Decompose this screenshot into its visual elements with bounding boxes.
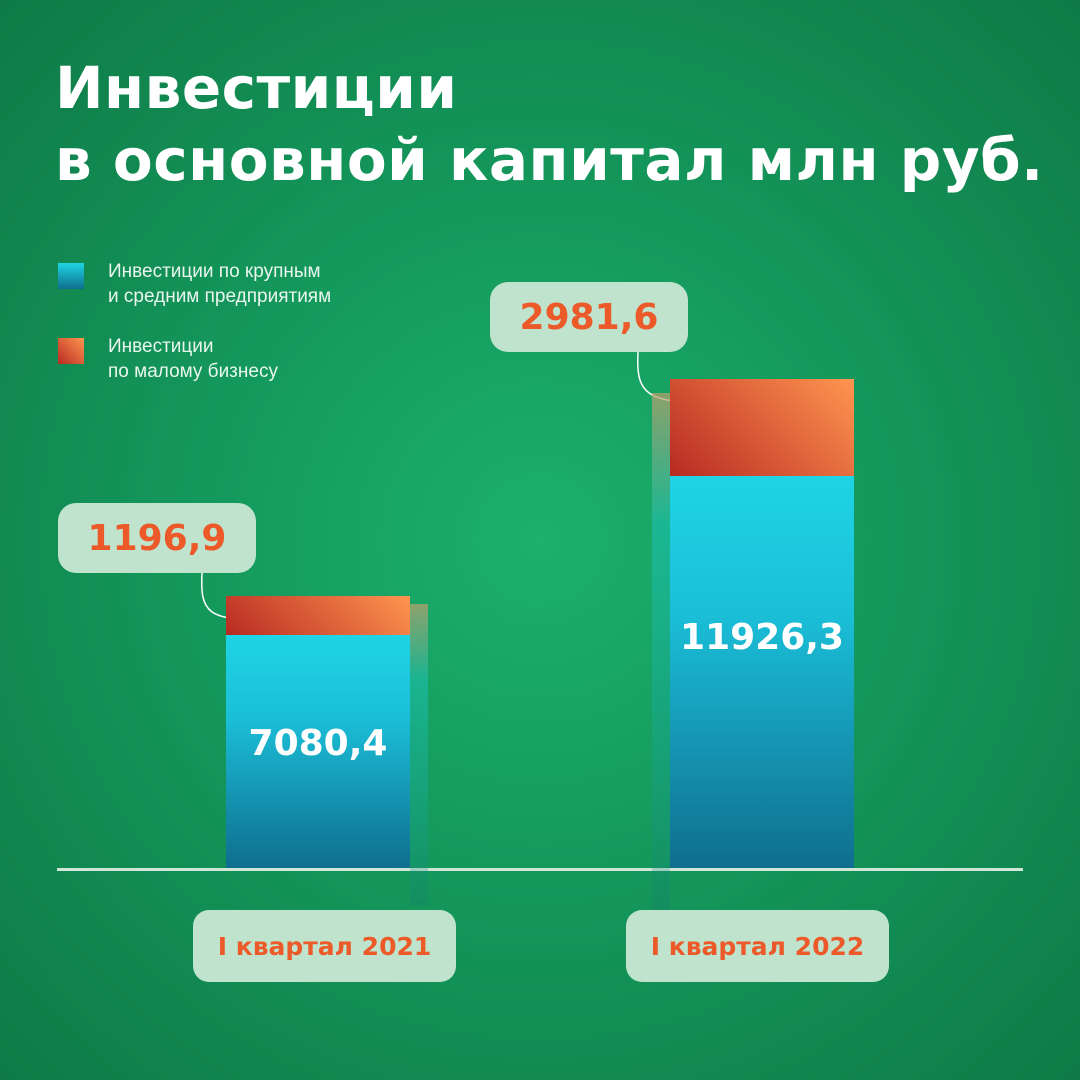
- value-callout-small-1: 1196,9: [58, 503, 256, 573]
- value-label-large-1: 7080,4: [248, 723, 388, 764]
- bar-large-2: [670, 476, 854, 868]
- legend-item-small: Инвестиции по малому бизнесу: [58, 334, 278, 384]
- bar-3d-face: [410, 604, 428, 906]
- value-callout-small-2: 2981,6: [490, 282, 688, 352]
- chart-title-line-1: Инвестиции: [55, 54, 458, 122]
- category-label-2: I квартал 2022: [626, 910, 889, 982]
- category-label-1: I квартал 2021: [193, 910, 456, 982]
- chart-title: Инвестиции в основной капитал млн руб.: [55, 52, 1044, 196]
- legend-swatch-small: [58, 338, 84, 364]
- bar-small-2: [670, 379, 854, 476]
- bar-large-1: [226, 635, 410, 868]
- value-label-large-2: 11926,3: [680, 617, 844, 658]
- legend-label-small: Инвестиции по малому бизнесу: [108, 336, 278, 382]
- bar-small-1: [226, 596, 410, 635]
- bar-3d-face: [652, 393, 670, 912]
- legend-label-large: Инвестиции по крупным и средним предприя…: [108, 261, 332, 307]
- legend-swatch-large: [58, 263, 84, 289]
- chart-baseline: [57, 868, 1023, 871]
- chart-title-line-2: в основной капитал млн руб.: [55, 126, 1044, 194]
- legend-item-large: Инвестиции по крупным и средним предприя…: [58, 259, 331, 309]
